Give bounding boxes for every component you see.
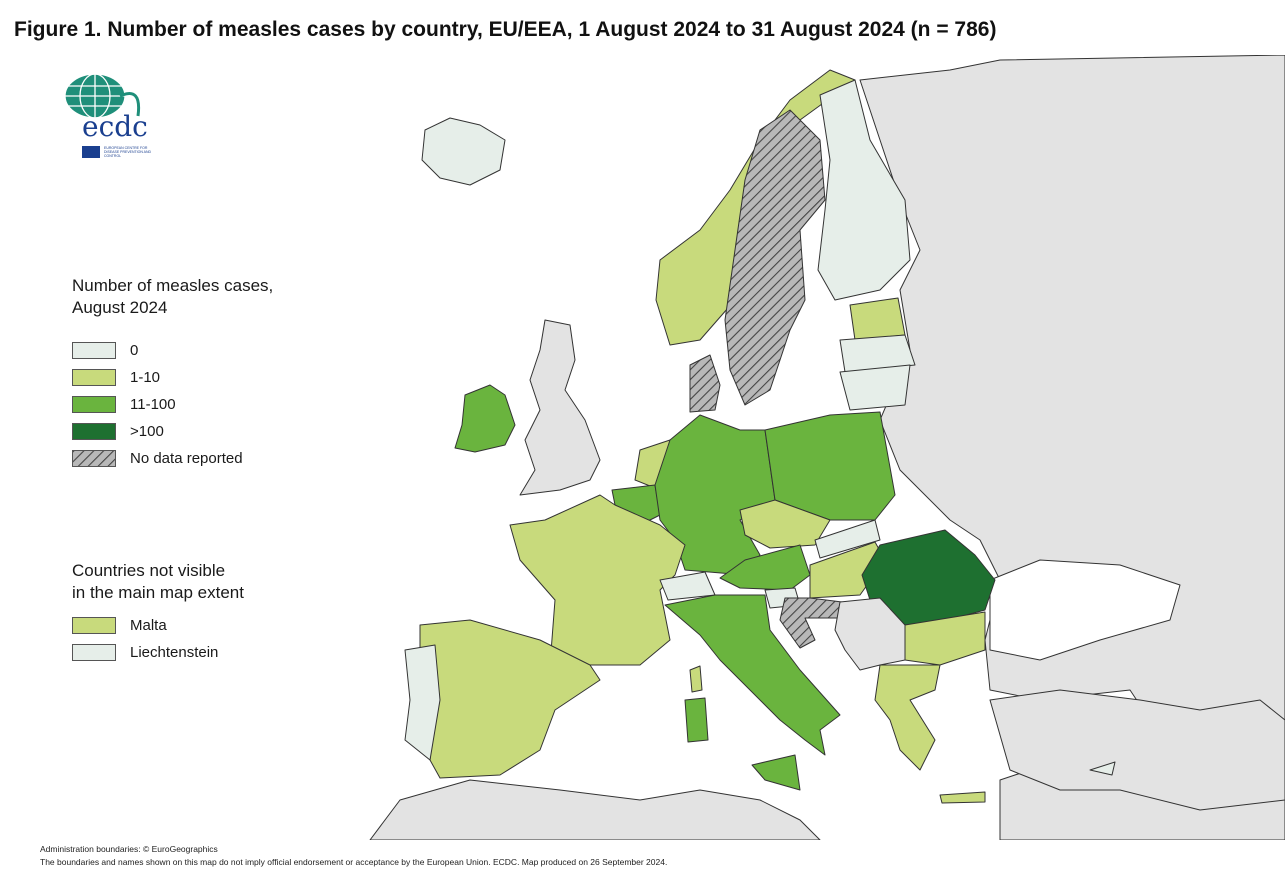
czechia (739, 499, 831, 549)
corsica (689, 665, 703, 693)
legend-title: Number of measles cases, August 2024 (72, 276, 274, 317)
swatch-11-100 (72, 396, 116, 413)
legend-item-liechtenstein: Liechtenstein (72, 639, 352, 666)
slovakia (814, 519, 881, 559)
lithuania (839, 364, 911, 411)
legend-item-no-data: No data reported (72, 445, 352, 472)
swatch-over-100 (72, 423, 116, 440)
footer-notes: Administration boundaries: © EuroGeograp… (40, 843, 667, 869)
latvia (839, 334, 916, 373)
swatch-zero (72, 342, 116, 359)
legend-item-malta: Malta (72, 612, 352, 639)
legend-item-11-100: 11-100 (72, 391, 352, 418)
belgium (611, 484, 661, 526)
not-visible-title: Countries not visible in the main map ex… (72, 561, 244, 602)
swatch-liechtenstein (72, 644, 116, 661)
map-area (0, 55, 1285, 840)
sweden (724, 109, 826, 406)
swatch-malta (72, 617, 116, 634)
footer-line-2: The boundaries and names shown on this m… (40, 857, 668, 867)
cyprus (1089, 761, 1116, 776)
europe-map (369, 55, 1285, 840)
denmark (689, 354, 721, 413)
legend-item-over-100: >100 (72, 418, 352, 445)
non-eu-white-region (989, 559, 1181, 661)
legend-item-1-10: 1-10 (72, 364, 352, 391)
france (509, 494, 686, 666)
logo-subtext: EUROPEAN CENTRE FOR DISEASE PREVENTION A… (104, 146, 152, 158)
iceland (421, 117, 506, 186)
finland (817, 79, 911, 301)
portugal (404, 644, 441, 761)
swatch-no-data (72, 450, 116, 467)
globe-icon (64, 73, 141, 158)
legend: Number of measles cases, August 2024 0 1… (72, 275, 352, 472)
turkey (989, 689, 1285, 811)
greece (874, 664, 941, 771)
legend-item-zero: 0 (72, 337, 352, 364)
non-eu-east (859, 55, 1285, 840)
north-africa (369, 779, 821, 840)
ecdc-logo: ecdc EUROPEAN CENTRE FOR DISEASE PREVENT… (60, 66, 170, 166)
ireland (454, 384, 516, 453)
footer-line-1: Administration boundaries: © EuroGeograp… (40, 844, 218, 854)
croatia (779, 597, 843, 649)
sicily (751, 754, 801, 791)
crete (939, 791, 986, 804)
united-kingdom (519, 319, 601, 496)
estonia (849, 297, 906, 341)
sardinia (684, 697, 709, 743)
figure-title: Figure 1. Number of measles cases by cou… (14, 18, 997, 41)
swatch-1-10 (72, 369, 116, 386)
italy (664, 594, 841, 756)
logo-wordmark: ecdc (82, 110, 148, 143)
not-visible-legend: Countries not visible in the main map ex… (72, 560, 352, 666)
